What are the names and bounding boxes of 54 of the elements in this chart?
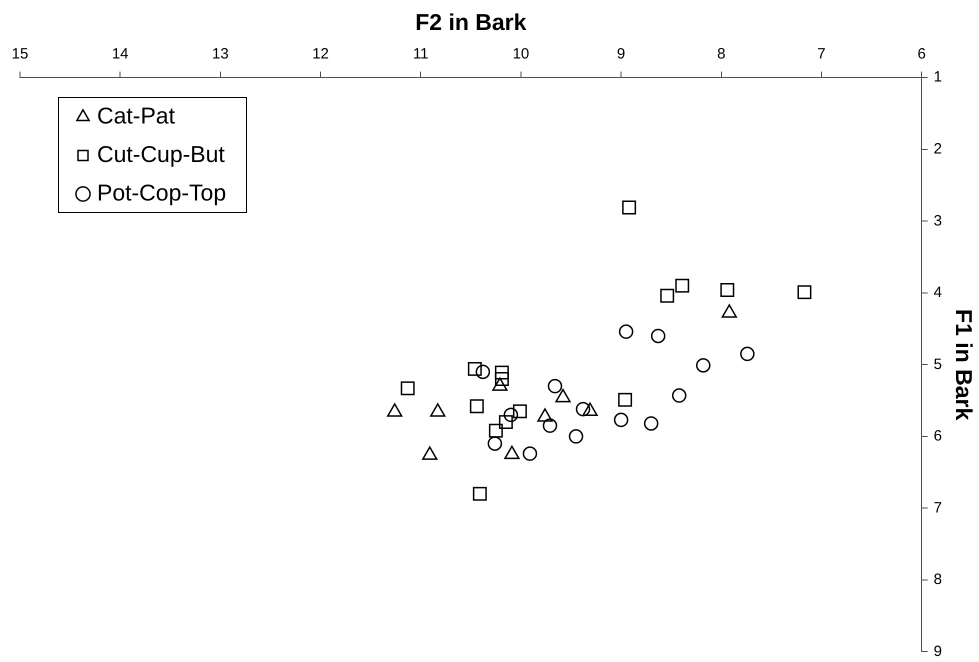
y-axis-title: F1 in Bark	[951, 309, 978, 420]
point	[472, 486, 487, 501]
point	[498, 415, 513, 430]
point	[650, 328, 666, 344]
x-tick-label: 10	[512, 46, 530, 63]
point	[672, 388, 686, 403]
point	[488, 424, 503, 438]
point	[622, 200, 636, 214]
point	[488, 436, 502, 451]
legend-label: Pot-Cop-Top	[97, 179, 226, 206]
y-tick-label: 3	[934, 212, 942, 230]
point	[644, 416, 658, 431]
legend-label: Cat-Pat	[97, 102, 176, 128]
x-tick-label: 11	[412, 46, 429, 63]
point	[740, 346, 755, 362]
x-tick-label: 9	[616, 46, 626, 63]
x-tick-label: 13	[212, 46, 229, 63]
y-tick-label: 8	[934, 571, 942, 588]
x-tick-label: 6	[917, 46, 926, 63]
point	[696, 358, 711, 373]
y-tick-label: 1	[934, 68, 942, 86]
point	[576, 402, 590, 416]
point	[476, 364, 490, 380]
y-tick-label: 7	[934, 499, 942, 516]
point	[512, 404, 527, 418]
x-axis-title: F2 in Bark	[415, 9, 527, 36]
point	[400, 381, 415, 396]
x-tick-label: 12	[312, 46, 329, 63]
point	[542, 418, 558, 433]
x-tick-label: 8	[717, 46, 726, 63]
point	[614, 412, 628, 428]
y-tick-label: 4	[934, 284, 942, 302]
point	[494, 366, 509, 380]
point	[618, 392, 632, 407]
point	[494, 372, 509, 386]
legend-label: Cut-Cup-But	[97, 140, 226, 167]
point	[548, 378, 562, 394]
point	[675, 278, 690, 293]
point	[720, 283, 734, 297]
point	[468, 362, 482, 376]
point	[522, 446, 538, 461]
x-tick-label: 7	[817, 46, 826, 63]
point	[504, 408, 518, 422]
y-tick-label: 6	[934, 428, 942, 445]
point	[797, 285, 812, 300]
y-tick-label: 2	[934, 140, 942, 158]
y-tick-label: 9	[934, 642, 942, 660]
point	[568, 429, 584, 444]
point	[618, 324, 634, 339]
x-tick-label: 15	[12, 46, 28, 63]
y-tick-label: 5	[934, 356, 942, 373]
point	[660, 288, 674, 303]
x-tick-label: 14	[112, 46, 129, 63]
point	[470, 399, 484, 414]
